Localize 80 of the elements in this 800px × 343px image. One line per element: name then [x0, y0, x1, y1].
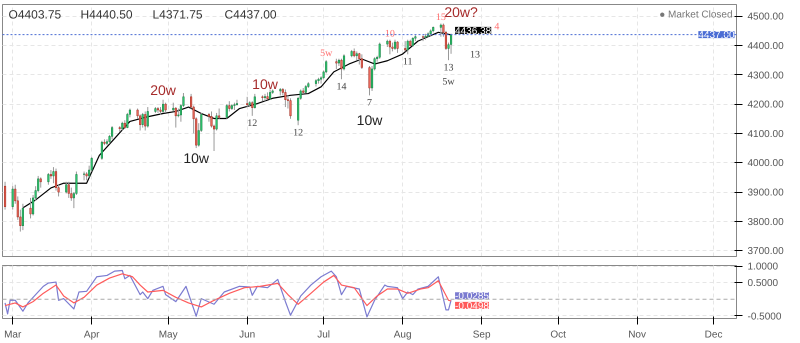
y-tick-label: 4500.00 [748, 12, 784, 23]
candlestick [65, 181, 68, 194]
data-label: -0.0285 [455, 291, 490, 302]
x-tick-label: Jun [239, 330, 256, 340]
annotation: 20w? [444, 4, 478, 20]
x-tick-label: Nov [628, 330, 646, 340]
annotation: 10w [183, 150, 210, 166]
candlestick [394, 39, 396, 50]
candlestick [162, 99, 164, 114]
annotation: 4 [494, 21, 500, 32]
candlestick [340, 58, 343, 80]
candlestick [47, 172, 50, 186]
annotation: ● Market Closed [659, 10, 733, 20]
candlestick [246, 96, 248, 108]
y-tick-label: 4400.00 [748, 41, 784, 52]
annotation: 15 [436, 12, 446, 24]
x-tick-label: Sep [472, 330, 491, 340]
x-tick-label: Jul [317, 330, 330, 340]
x-tick-label: May [158, 330, 178, 340]
candlestick [269, 88, 272, 100]
annotation: 10w [356, 112, 384, 128]
candlestick [396, 40, 399, 54]
candlestick [289, 98, 292, 120]
candlestick [388, 39, 391, 55]
candlestick [440, 23, 442, 38]
candlestick [146, 106, 149, 128]
candlestick [226, 104, 228, 120]
x-tick-label: Oct [550, 330, 566, 340]
candlestick [174, 106, 177, 128]
annotation: 20w [150, 82, 177, 98]
candlestick [144, 110, 146, 131]
candlestick [22, 203, 24, 231]
candlestick [100, 140, 103, 160]
annotation: 14 [336, 82, 346, 93]
data-label: -0.0498 [455, 300, 490, 312]
annotation: 5w [320, 48, 334, 59]
y-tick-label: 0.5000 [748, 278, 779, 290]
annotation: 7 [367, 98, 372, 109]
x-tick-label: Mar [4, 330, 22, 340]
x-tick-label: Aug [394, 330, 412, 340]
candlestick [68, 181, 70, 198]
annotation: H4440.50 [80, 8, 133, 22]
candlestick [406, 39, 409, 55]
annotation: C4437.00 [224, 8, 277, 22]
y-tick-label: 4200.00 [748, 100, 784, 111]
candlestick [126, 112, 128, 129]
y-tick-label: 4000.00 [748, 158, 784, 170]
candlestick [40, 176, 42, 188]
annotation: 13 [444, 62, 454, 74]
annotation: 12 [293, 128, 304, 139]
candlestick [335, 58, 338, 70]
x-tick-label: Apr [84, 330, 100, 340]
y-tick-label: 3900.00 [748, 188, 784, 199]
candlestick [412, 36, 414, 48]
candlestick [142, 112, 144, 128]
candlestick [404, 40, 406, 52]
candlestick [12, 186, 14, 210]
annotation: 13 [470, 49, 480, 60]
annotation: 12 [247, 118, 258, 130]
candlestick [368, 66, 371, 96]
candlestick [284, 88, 286, 108]
y-tick-label: 1.0000 [748, 262, 779, 273]
annotation: O4403.75 [8, 8, 62, 22]
y-tick-label: 4300.00 [748, 70, 784, 82]
candlestick [29, 197, 32, 219]
annotation: 11 [402, 56, 413, 68]
candlestick [378, 42, 381, 60]
y-tick-label: 4100.00 [748, 128, 784, 140]
x-tick-label: Dec [704, 330, 722, 340]
y-tick-label: -0.5000 [748, 311, 782, 322]
candlestick [360, 54, 363, 70]
annotation: L4371.75 [152, 8, 203, 22]
candlestick [111, 126, 114, 140]
annotation: 5w [442, 76, 456, 88]
y-tick-label: 3800.00 [748, 216, 784, 228]
y-tick-label: 3700.00 [748, 246, 784, 258]
data-label: 4436.38 [455, 26, 492, 37]
annotation: 10w [252, 76, 279, 92]
candlestick [164, 102, 167, 114]
candlestick [358, 52, 360, 66]
